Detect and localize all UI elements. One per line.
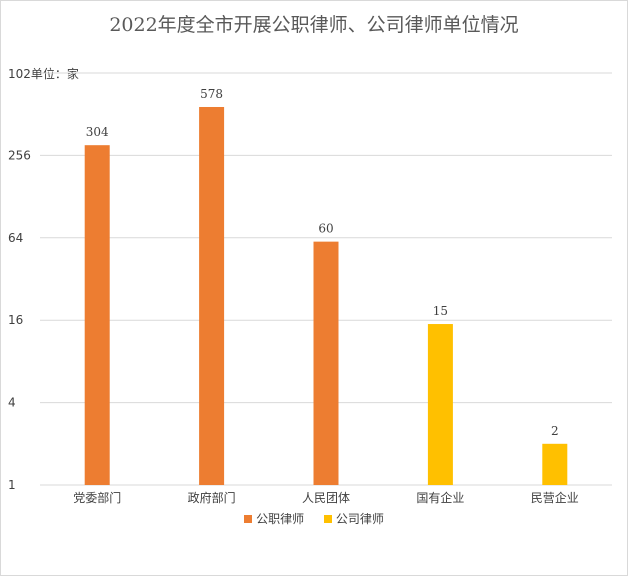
y-tick-label: 1 xyxy=(8,478,16,492)
bar-value-label: 60 xyxy=(318,222,333,236)
y-tick-label: 256 xyxy=(8,148,31,162)
bar-value-label: 578 xyxy=(200,87,223,101)
x-category-label: 国有企业 xyxy=(416,490,464,505)
bar xyxy=(199,106,225,485)
bar xyxy=(313,241,339,485)
legend-swatch-gongzhi xyxy=(244,514,253,523)
bar xyxy=(542,443,568,485)
legend-label-gongzhi: 公职律师 xyxy=(256,512,305,526)
legend-label-gongsi: 公司律师 xyxy=(335,512,384,526)
legend-item-gongsi: 公司律师 xyxy=(323,510,384,527)
y-tick-label: 64 xyxy=(8,231,23,245)
y-tick-label: 4 xyxy=(8,396,16,410)
y-axis-unit-label: 102单位：家 xyxy=(8,67,79,81)
legend-item-gongzhi: 公职律师 xyxy=(244,510,304,527)
bar-value-label: 304 xyxy=(86,125,109,139)
x-category-label: 民营企业 xyxy=(531,490,579,505)
legend: 公职律师 公司律师 xyxy=(0,510,628,527)
y-tick-label: 16 xyxy=(8,313,23,327)
bar xyxy=(427,324,453,485)
x-category-label: 党委部门 xyxy=(73,490,121,505)
chart-title: 2022年度全市开展公职律师、公司律师单位情况 xyxy=(109,14,519,36)
bar-value-label: 15 xyxy=(433,304,448,318)
bar-value-label: 2 xyxy=(551,424,559,438)
x-category-label: 人民团体 xyxy=(302,491,350,505)
legend-swatch-gongsi xyxy=(323,514,332,523)
x-category-label: 政府部门 xyxy=(188,490,236,505)
bar xyxy=(84,145,110,486)
